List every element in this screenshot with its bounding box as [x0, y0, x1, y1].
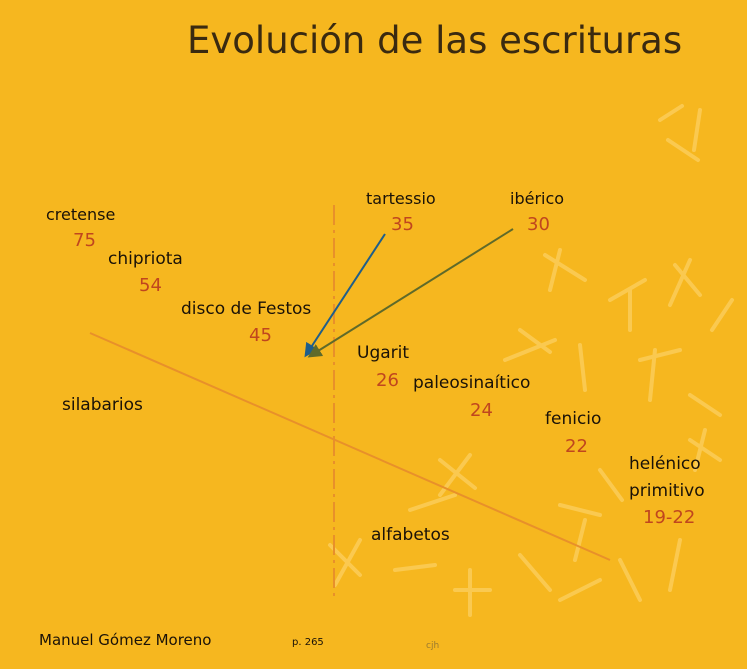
label-fenicio: fenicio — [545, 409, 602, 429]
value-disco-de-festos: 45 — [249, 325, 272, 346]
region-silabarios: silabarios — [62, 395, 143, 415]
value-iberico: 30 — [527, 214, 550, 235]
credit-page: p. 265 — [292, 637, 324, 648]
watermark: cjh — [426, 641, 440, 651]
value-cretense: 75 — [73, 230, 96, 251]
label-cretense: cretense — [46, 205, 116, 224]
label-chipriota: chipriota — [108, 249, 183, 269]
label-disco-de-festos: disco de Festos — [181, 299, 312, 319]
glyph-texture — [328, 104, 734, 617]
arrow-tartessio — [304, 233, 386, 358]
arrow-iberico — [307, 228, 514, 358]
label-ugarit: Ugarit — [357, 343, 410, 363]
label-paleosinaitico: paleosinaítico — [413, 373, 531, 393]
value-paleosinaitico: 24 — [470, 400, 493, 421]
value-tartessio: 35 — [391, 214, 414, 235]
label-primitivo: primitivo — [629, 481, 705, 501]
slide-title: Evolución de las escrituras — [187, 19, 683, 62]
label-iberico: ibérico — [510, 189, 565, 208]
label-tartessio: tartessio — [366, 189, 436, 208]
region-alfabetos: alfabetos — [371, 525, 450, 545]
value-fenicio: 22 — [565, 436, 588, 457]
value-ugarit: 26 — [376, 370, 399, 391]
value-chipriota: 54 — [139, 275, 162, 296]
label-helenico: helénico — [629, 454, 701, 474]
diagonal-divider — [89, 332, 611, 561]
credit-author: Manuel Gómez Moreno — [39, 631, 212, 649]
value-helenico-primitivo: 19-22 — [643, 507, 696, 528]
